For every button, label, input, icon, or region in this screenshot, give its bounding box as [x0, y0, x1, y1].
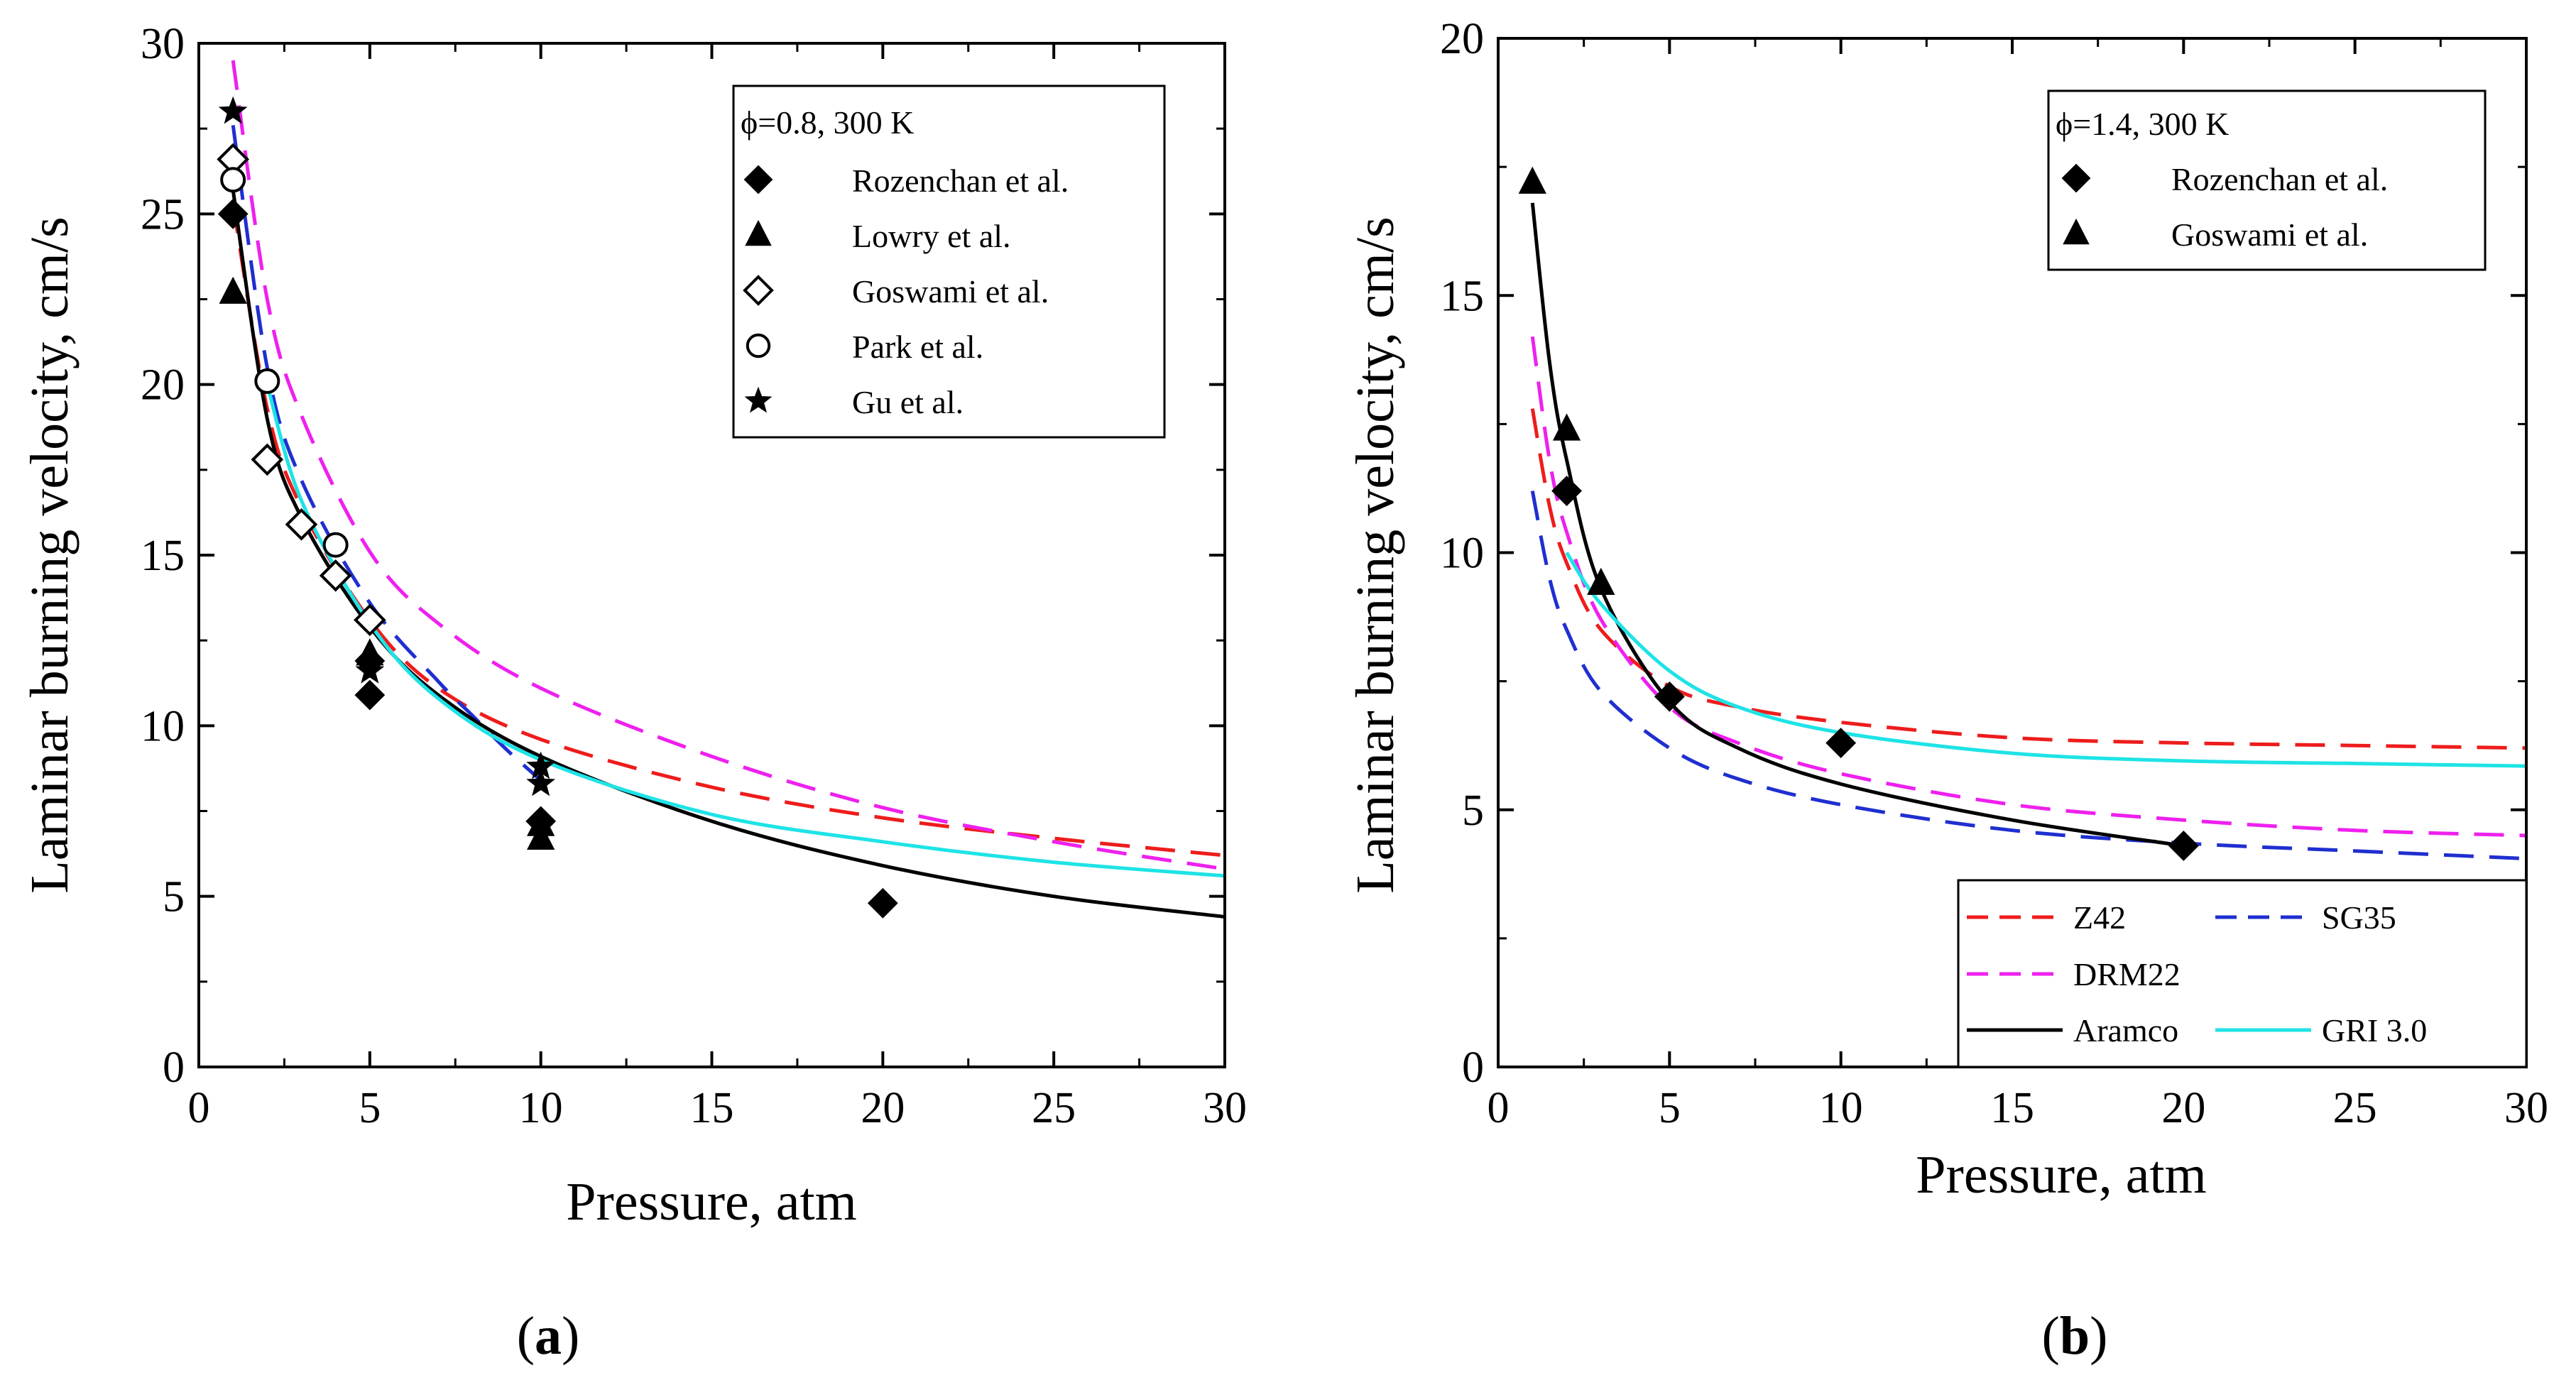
panel-a-point-rozenchan-et-al	[217, 198, 249, 229]
panel-b-x-tick-label: 5	[1659, 1084, 1681, 1132]
panel-a-x-tick-label: 25	[1032, 1084, 1076, 1132]
panel-a-point-goswami-et-al	[251, 443, 284, 476]
panel-a-x-tick-label: 5	[359, 1084, 381, 1132]
panel-a-point-lowry-et-al	[527, 822, 555, 850]
panel-a-x-tick-label: 30	[1203, 1084, 1247, 1132]
panel-a-point-goswami-et-al	[319, 559, 352, 592]
panel-b-model-legend-label-aramco: Aramco	[2073, 1012, 2178, 1048]
panel-a-point-goswami-et-al	[285, 508, 318, 541]
panel-b-x-tick-label: 30	[2504, 1084, 2548, 1132]
panel-a-legend-marker-gu-et-al	[744, 386, 773, 413]
panel-b-point-rozenchan-et-al	[1654, 681, 1685, 712]
panel-a-point-park-et-al	[220, 167, 246, 193]
panel-a-legend-label-goswami-et-al: Goswami et al.	[852, 273, 1049, 310]
panel-b-model-legend-items: Z42 SG35 DRM22 Aramco GRI 3.0	[1967, 899, 2427, 1048]
panel-b-model-legend-label-drm22: DRM22	[2073, 956, 2181, 992]
panel-a-y-tick-label: 25	[141, 190, 185, 239]
panel-b-y-tick-label: 5	[1462, 787, 1484, 835]
panel-a-line-drm22	[231, 60, 1226, 871]
panel-a-y-axis-title: Laminar burning velocity, cm/s	[20, 217, 80, 893]
panel-a-x-tick-label: 15	[690, 1084, 734, 1132]
panel-a-legend-items: Rozenchan et al. Lowry et al. Goswami et a…	[743, 163, 1069, 420]
panel-a-legend-label-gu-et-al: Gu et al.	[852, 384, 964, 420]
panel-b-point-goswami-et-al	[1518, 166, 1546, 194]
panel-b-legend-marker-rozenchan-et-al	[2061, 163, 2091, 193]
panel-a-y-tick-label: 0	[163, 1044, 185, 1092]
panel-b-y-tick-label: 10	[1440, 530, 1484, 578]
panel-a-y-tick-label: 20	[141, 361, 185, 410]
panel-b-lines	[1530, 202, 2527, 861]
panel-a-legend-marker-goswami-et-al	[743, 275, 774, 306]
panel-b-ticks: 0 5 10 15 20 25 30 0 5 10 15 20	[1440, 15, 2548, 1132]
panel-b-x-tick-label: 25	[2333, 1084, 2377, 1132]
panel-a-point-park-et-al	[322, 532, 349, 558]
panel-b-label: (b)	[2042, 1306, 2108, 1366]
panel-b-line-drm22	[1530, 336, 2527, 838]
panel-a-legend-marker-lowry-et-al	[745, 219, 772, 246]
panel-a-legend-marker-rozenchan-et-al	[743, 165, 773, 195]
panel-b-point-rozenchan-et-al	[1825, 728, 1857, 758]
panel-b-point-rozenchan-et-al	[2168, 831, 2199, 861]
panel-b-point-goswami-et-al	[1552, 413, 1581, 441]
panel-a-point-lowry-et-al	[219, 276, 247, 304]
panel-a-markers	[217, 96, 898, 919]
panel-a-legend-box	[732, 84, 1166, 439]
panel-b-legend-label-goswami-et-al: Goswami et al.	[2171, 217, 2368, 253]
panel-b-x-tick-label: 15	[1990, 1084, 2034, 1132]
panel-b-legend-box	[2047, 89, 2487, 271]
panel-a-x-axis-title: Pressure, atm	[566, 1172, 856, 1232]
panel-a-point-gu-et-al	[355, 655, 385, 684]
panel-a-point-rozenchan-et-al	[867, 887, 898, 919]
panel-a-y-tick-label: 10	[141, 702, 185, 750]
panel-a-y-tick-label: 15	[141, 532, 185, 580]
panel-a-label: (a)	[517, 1306, 580, 1366]
panel-b-line-z42	[1530, 408, 2527, 750]
panel-b-y-tick-label: 0	[1462, 1044, 1484, 1092]
panel-b-legend-marker-goswami-et-al	[2063, 218, 2090, 245]
panel-b-legend-label-rozenchan-et-al: Rozenchan et al.	[2171, 161, 2388, 197]
panel-b-x-tick-label: 20	[2161, 1084, 2205, 1132]
panel-b-y-axis-title: Laminar burning velocity, cm/s	[1346, 217, 1405, 893]
panel-b-line-sg35	[1530, 491, 2527, 861]
panel-b-x-axis-title: Pressure, atm	[1916, 1145, 2206, 1205]
panel-a-y-tick-label: 30	[141, 20, 185, 68]
panel-b: 0 5 10 15 20 25 30 0 5 10 15 20 ϕ=1.4, 300 K Rozenc…	[1346, 15, 2548, 1366]
panel-a-legend-label-lowry-et-al: Lowry et al.	[852, 218, 1011, 254]
panel-b-legend-title: ϕ=1.4, 300 K	[2056, 106, 2229, 142]
panel-b-markers	[1518, 166, 2199, 861]
panel-b-model-legend-label-gri-3-0: GRI 3.0	[2322, 1012, 2427, 1048]
panel-a: 0 5 10 15 20 25 30 0 5 10 15 20 25 30 ϕ=0.8, 300 K Ro…	[20, 20, 1247, 1366]
panel-b-line-gri-3-0	[1565, 552, 2527, 768]
panel-a-x-tick-label: 0	[188, 1084, 210, 1132]
panel-a-x-tick-label: 10	[519, 1084, 563, 1132]
panel-b-point-goswami-et-al	[1587, 567, 1615, 595]
panel-a-line-sg35	[231, 125, 542, 782]
panel-b-x-tick-label: 10	[1819, 1084, 1863, 1132]
panel-a-legend-label-park-et-al: Park et al.	[852, 329, 983, 365]
panel-b-model-legend-label-sg35: SG35	[2322, 899, 2396, 936]
panel-a-point-gu-et-al	[218, 96, 248, 124]
panel-b-x-tick-label: 0	[1488, 1084, 1510, 1132]
panel-a-ticks: 0 5 10 15 20 25 30 0 5 10 15 20 25 30	[141, 20, 1247, 1132]
panel-a-point-goswami-et-al	[354, 603, 386, 637]
panel-b-y-tick-label: 20	[1440, 15, 1484, 63]
panel-a-y-tick-label: 5	[163, 873, 185, 921]
panel-a-legend-title: ϕ=0.8, 300 K	[741, 104, 914, 141]
panel-a-legend-marker-park-et-al	[746, 333, 771, 358]
panel-b-point-rozenchan-et-al	[1551, 476, 1582, 506]
panel-b-y-tick-label: 15	[1440, 272, 1484, 320]
panel-b-legend-items: Rozenchan et al. Goswami et al.	[2061, 161, 2388, 253]
panel-a-x-tick-label: 20	[861, 1084, 905, 1132]
panel-a-legend-label-rozenchan-et-al: Rozenchan et al.	[852, 163, 1069, 199]
panel-b-model-legend-label-z42: Z42	[2073, 899, 2126, 936]
panel-a-point-rozenchan-et-al	[354, 679, 386, 711]
panel-a-point-gu-et-al	[526, 768, 556, 796]
panel-a-point-park-et-al	[254, 368, 280, 394]
